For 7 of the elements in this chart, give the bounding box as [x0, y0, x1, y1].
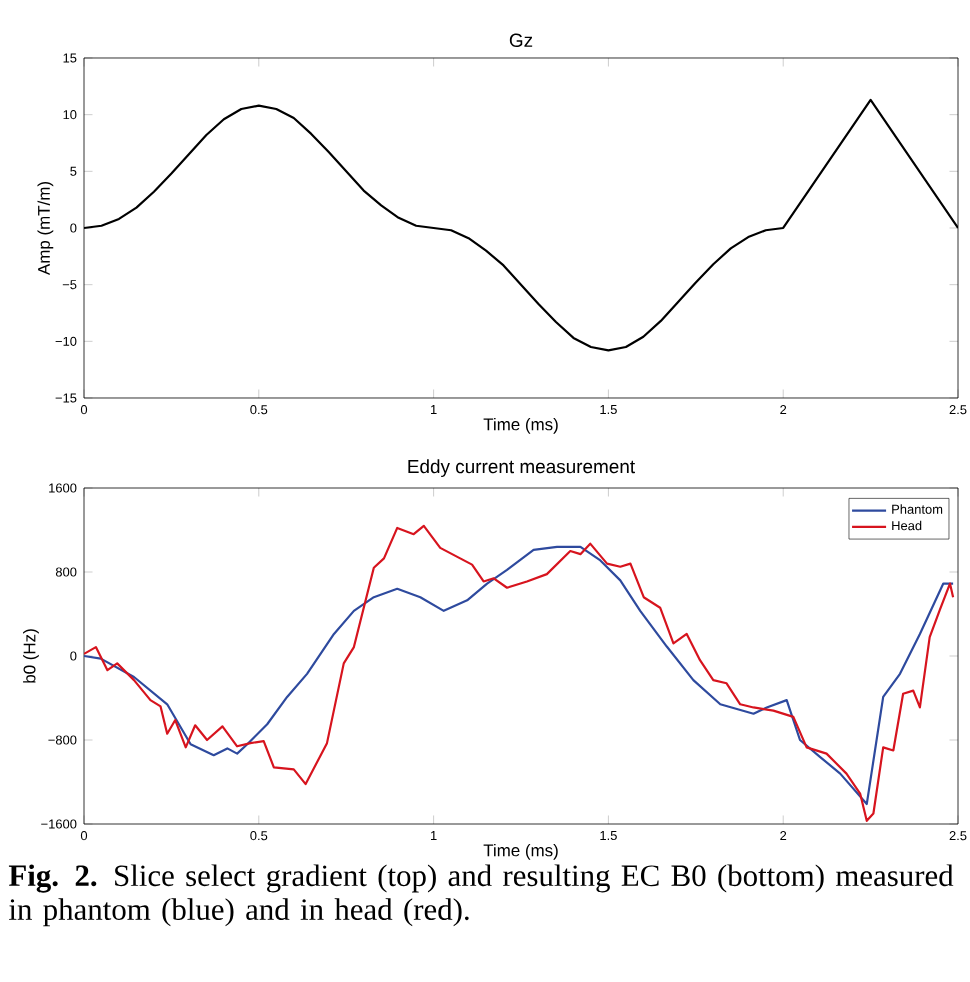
x-axis-title: Time (ms) — [483, 843, 558, 860]
y-axis-title: b0 (Hz) — [23, 629, 39, 683]
text: Fig. 2. Slice select gradient (top) and resulting EC B0 (bottom) measured in phantom (blue) and in head (red). — [8, 864, 954, 927]
x-axis-title: Time (ms) — [483, 417, 558, 434]
chart-title: Eddy current measurement — [408, 459, 635, 477]
chart-title: Gz — [509, 33, 533, 47]
y-axis-title: Amp (mT/m) — [37, 182, 54, 275]
